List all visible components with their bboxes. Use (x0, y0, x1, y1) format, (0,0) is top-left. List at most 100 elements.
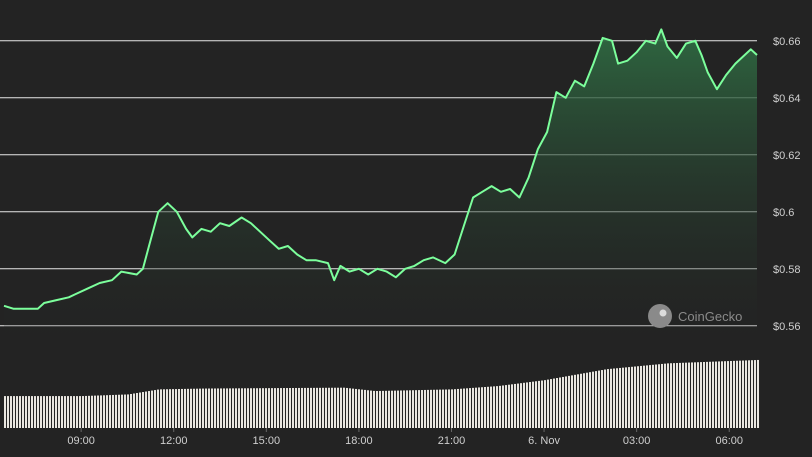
volume-bar (73, 396, 75, 428)
volume-bar (121, 394, 123, 428)
volume-bar (214, 388, 216, 428)
volume-bar (172, 389, 174, 428)
volume-bar (322, 387, 324, 428)
volume-bar (304, 387, 306, 428)
volume-bar (64, 396, 66, 428)
volume-bar (637, 366, 639, 428)
price-area-fill (4, 29, 757, 341)
volume-bar (466, 388, 468, 428)
volume-bar (628, 367, 630, 428)
volume-bar (376, 391, 378, 428)
x-tick-label: 03:00 (623, 435, 651, 447)
volume-bars (4, 359, 759, 428)
volume-bar (439, 389, 441, 428)
volume-bar (649, 365, 651, 428)
y-axis-labels: $0.56 $0.58 $0.6 $0.62 $0.64 $0.66 (773, 36, 801, 333)
volume-bar (334, 387, 336, 428)
volume-bar (187, 388, 189, 428)
volume-bar (100, 395, 102, 428)
volume-bar (451, 389, 453, 428)
volume-bar (94, 395, 96, 428)
volume-bar (289, 388, 291, 428)
volume-bar (349, 388, 351, 428)
volume-bar (151, 390, 153, 428)
volume-bar (727, 361, 729, 428)
volume-bar (550, 379, 552, 428)
volume-bar (130, 393, 132, 428)
x-tick-label: 18:00 (345, 435, 373, 447)
volume-bar (208, 388, 210, 428)
y-tick-label: $0.66 (773, 36, 801, 48)
volume-bar (13, 396, 15, 428)
volume-bar (658, 364, 660, 428)
volume-bar (160, 389, 162, 428)
x-axis-labels: 09:00 12:00 15:00 18:00 21:00 6. Nov 03:00 06:0… (67, 428, 743, 447)
volume-bar (703, 361, 705, 428)
volume-bar (103, 395, 105, 428)
volume-bar (154, 390, 156, 428)
volume-bar (34, 396, 36, 428)
volume-bar (652, 364, 654, 428)
volume-bar (253, 388, 255, 428)
volume-bar (709, 361, 711, 428)
volume-bar (697, 362, 699, 428)
volume-bar (622, 367, 624, 428)
volume-bar (277, 388, 279, 428)
volume-bar (676, 363, 678, 428)
volume-bar (490, 386, 492, 428)
volume-bar (592, 371, 594, 428)
volume-bar (739, 360, 741, 428)
volume-bar (655, 364, 657, 428)
volume-bar (343, 387, 345, 428)
volume-bar (373, 390, 375, 428)
volume-bar (193, 388, 195, 428)
volume-bar (625, 367, 627, 428)
volume-bar (526, 382, 528, 428)
volume-bar (4, 396, 6, 428)
volume-bar (508, 384, 510, 428)
volume-bar (16, 396, 18, 428)
volume-bar (370, 390, 372, 428)
volume-bar (358, 389, 360, 428)
y-tick-label: $0.58 (773, 264, 801, 276)
volume-bar (364, 389, 366, 428)
volume-bar (25, 396, 27, 428)
x-tick-label: 12:00 (160, 435, 188, 447)
volume-bar (319, 387, 321, 428)
volume-bar (217, 388, 219, 428)
volume-bar (577, 374, 579, 428)
volume-bar (613, 368, 615, 428)
volume-bar (478, 387, 480, 428)
volume-bar (91, 395, 93, 428)
volume-bar (589, 372, 591, 428)
volume-bar (22, 396, 24, 428)
volume-bar (202, 388, 204, 428)
volume-bar (418, 390, 420, 428)
volume-bar (724, 361, 726, 428)
y-tick-label: $0.6 (773, 207, 794, 219)
volume-bar (109, 395, 111, 428)
volume-bar (307, 387, 309, 428)
volume-bar (571, 375, 573, 428)
volume-bar (619, 367, 621, 428)
volume-bar (52, 396, 54, 428)
volume-bar (691, 362, 693, 428)
volume-bar (55, 396, 57, 428)
volume-bar (250, 388, 252, 428)
volume-bar (229, 388, 231, 428)
volume-bar (631, 366, 633, 428)
volume-bar (223, 388, 225, 428)
volume-bar (271, 388, 273, 428)
volume-bar (640, 365, 642, 428)
volume-bar (115, 394, 117, 428)
volume-bar (604, 369, 606, 428)
volume-bar (454, 389, 456, 428)
volume-bar (601, 370, 603, 428)
volume-bar (499, 385, 501, 428)
volume-bar (352, 388, 354, 428)
volume-bar (397, 390, 399, 428)
volume-bar (157, 389, 159, 428)
volume-bar (523, 382, 525, 428)
volume-bar (259, 388, 261, 428)
